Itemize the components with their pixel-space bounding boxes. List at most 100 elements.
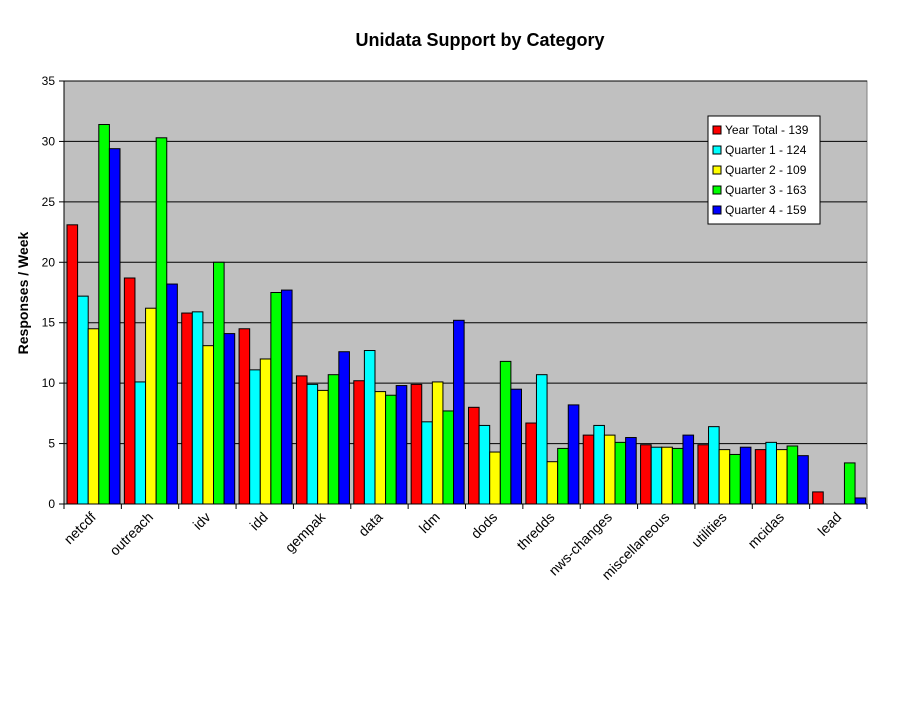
legend-swatch — [712, 165, 722, 175]
bar-dods-1 — [468, 406, 480, 505]
legend: Year Total - 139 Quarter 1 - 124 Quarter 2… — [707, 115, 821, 225]
legend-swatch — [712, 145, 722, 155]
y-tick-label: 20 — [42, 255, 56, 269]
y-tick-label: 0 — [48, 497, 55, 511]
bar-utilities-4 — [729, 453, 741, 505]
y-tick-label: 15 — [42, 316, 56, 330]
bar-outreach-1 — [123, 277, 136, 505]
y-tick-label: 25 — [42, 195, 56, 209]
bar-outreach-5 — [166, 283, 178, 505]
bar-utilities-3 — [718, 449, 731, 505]
bar-netcdf-3 — [87, 328, 100, 505]
bar-netcdf-1 — [66, 224, 79, 505]
bar-utilities-5 — [739, 446, 752, 505]
y-tick-label: 10 — [42, 376, 56, 390]
bar-mcidas-3 — [775, 449, 788, 505]
bar-gempak-1 — [295, 375, 308, 505]
bar-idd-3 — [259, 358, 272, 505]
bar-nws-changes-1 — [582, 434, 595, 505]
bar-idv-3 — [202, 345, 215, 505]
bar-ldm-3 — [431, 381, 444, 505]
bar-data-4 — [385, 394, 397, 505]
bar-idd-5 — [280, 289, 293, 505]
bar-dods-5 — [510, 388, 522, 505]
x-tick-label: dods — [468, 509, 501, 542]
x-tick-label: data — [355, 509, 386, 540]
x-tick-label: ldm — [416, 509, 443, 536]
bar-data-5 — [395, 385, 408, 505]
x-tick-label: utilities — [688, 509, 730, 551]
bar-mcidas-5 — [797, 455, 809, 505]
bar-outreach-4 — [155, 137, 168, 505]
bar-idv-4 — [213, 261, 225, 505]
bar-gempak-3 — [317, 389, 329, 505]
bar-ldm-1 — [410, 383, 423, 505]
bar-netcdf-4 — [98, 124, 110, 505]
bar-idv-2 — [191, 311, 204, 505]
bar-thredds-2 — [535, 374, 548, 505]
bar-outreach-2 — [134, 381, 147, 505]
bar-nws-changes-2 — [593, 424, 605, 505]
bar-nws-changes-5 — [625, 437, 637, 505]
bar-outreach-3 — [145, 307, 157, 505]
bar-mcidas-1 — [754, 449, 767, 505]
bar-miscellaneous-5 — [682, 434, 695, 505]
bar-lead-1 — [812, 491, 824, 505]
bar-ldm-5 — [453, 319, 465, 505]
legend-box — [707, 115, 821, 225]
bar-ldm-4 — [442, 410, 455, 505]
bar-data-2 — [363, 350, 376, 505]
bar-data-3 — [374, 391, 387, 505]
bar-miscellaneous-3 — [661, 446, 673, 505]
bar-mcidas-2 — [765, 441, 777, 505]
x-tick-label: idd — [246, 509, 271, 534]
bar-idv-1 — [181, 312, 193, 505]
bar-idd-2 — [249, 369, 261, 505]
bar-miscellaneous-4 — [671, 447, 684, 505]
bar-idv-5 — [223, 333, 236, 505]
bar-dods-2 — [478, 424, 491, 505]
bar-idd-1 — [238, 328, 251, 505]
y-tick-label: 5 — [48, 437, 55, 451]
legend-swatch — [712, 125, 722, 135]
bar-thredds-3 — [546, 461, 559, 505]
x-tick-label: gempak — [282, 508, 329, 555]
bar-gempak-4 — [327, 374, 340, 505]
legend-swatch — [712, 205, 722, 215]
legend-label: Quarter 1 - 124 — [725, 143, 807, 157]
bar-gempak-2 — [306, 383, 319, 505]
x-tick-label: lead — [814, 509, 844, 539]
x-tick-label: thredds — [513, 509, 557, 553]
bar-data-1 — [353, 380, 365, 505]
x-tick-label: netcdf — [61, 509, 99, 547]
y-axis-label: Responses / Week — [15, 231, 31, 354]
bar-lead-5 — [854, 497, 867, 505]
legend-swatch — [712, 185, 722, 195]
x-tick-label: outreach — [106, 509, 156, 559]
x-tick-label: mcidas — [744, 509, 787, 552]
bar-gempak-5 — [338, 351, 350, 505]
bar-mcidas-4 — [786, 445, 799, 505]
bar-miscellaneous-1 — [640, 444, 652, 505]
bar-thredds-5 — [567, 404, 580, 505]
bar-netcdf-2 — [77, 295, 89, 505]
bar-miscellaneous-2 — [650, 446, 663, 505]
bar-nws-changes-4 — [614, 441, 627, 505]
chart-title: Unidata Support by Category — [355, 30, 604, 50]
legend-label: Year Total - 139 — [725, 123, 809, 137]
x-tick-label: idv — [190, 509, 214, 533]
y-tick-label: 30 — [42, 134, 56, 148]
bar-lead-4 — [843, 462, 856, 505]
y-tick-label: 35 — [42, 74, 56, 88]
bar-netcdf-5 — [108, 148, 121, 505]
bar-idd-4 — [270, 292, 282, 505]
legend-label: Quarter 2 - 109 — [725, 163, 807, 177]
bar-dods-4 — [499, 360, 512, 505]
bar-nws-changes-3 — [603, 434, 616, 505]
bar-utilities-2 — [708, 426, 720, 505]
bar-thredds-4 — [557, 447, 569, 505]
bar-utilities-1 — [697, 444, 710, 505]
legend-label: Quarter 3 - 163 — [725, 183, 807, 197]
